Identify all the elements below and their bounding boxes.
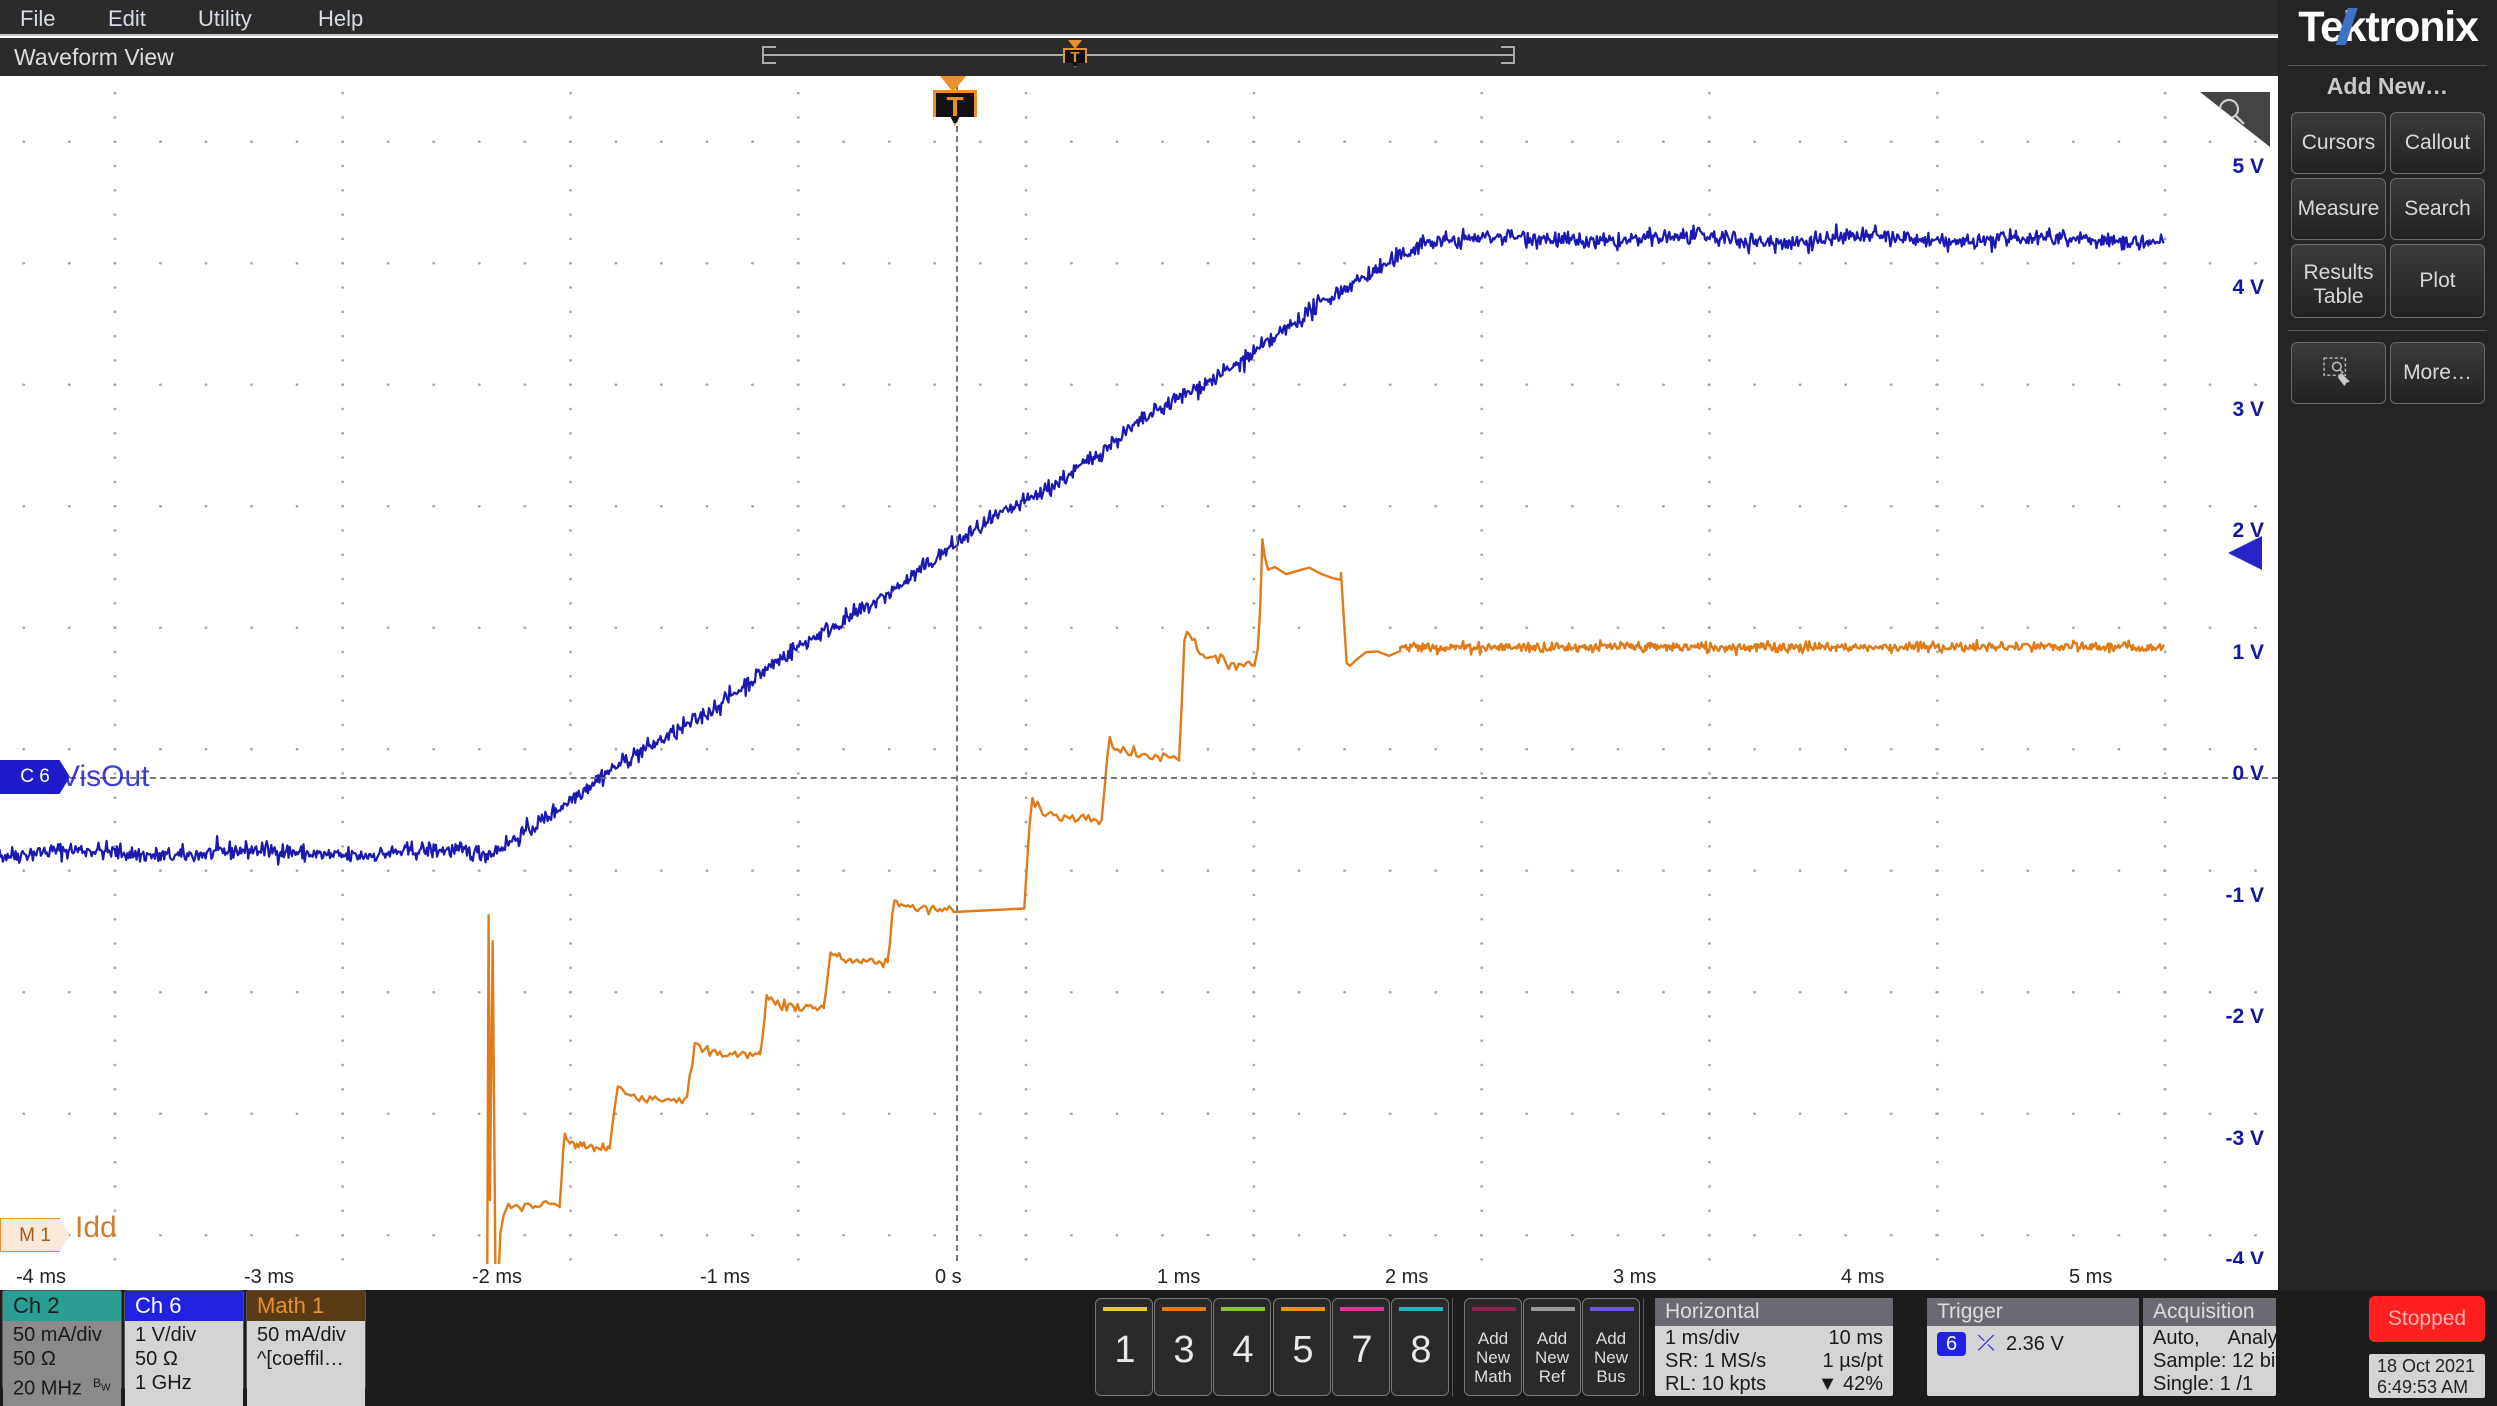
svg-text:Tektronix: Tektronix — [2298, 4, 2479, 51]
